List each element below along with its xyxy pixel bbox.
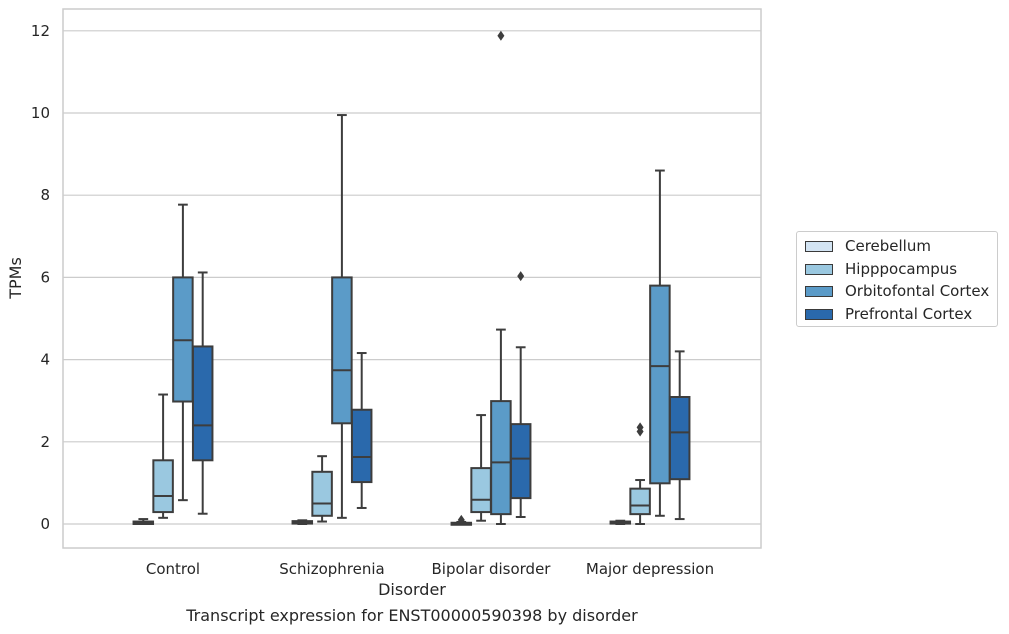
- box-3-3: [668, 350, 691, 521]
- iqr-box: [350, 408, 373, 484]
- legend-label-hippocampus: Hipppocampus: [845, 260, 958, 278]
- box-0-2: [450, 514, 473, 526]
- plot-area-frame: [62, 8, 762, 549]
- box-3-0: [191, 271, 214, 515]
- y-tick-label-8: 8: [40, 186, 50, 204]
- y-tick-label-12: 12: [31, 22, 50, 40]
- iqr-box: [490, 400, 512, 516]
- y-tick-label-6: 6: [40, 268, 50, 286]
- legend-swatch-orbitofrontal: [805, 285, 833, 297]
- figure-caption: Transcript expression for ENST0000059039…: [186, 606, 638, 625]
- y-tick-label-2: 2: [40, 433, 50, 451]
- legend-label-prefrontal: Prefrontal Cortex: [845, 305, 973, 323]
- iqr-box: [668, 396, 691, 481]
- box-1-2: [470, 414, 492, 522]
- y-tick-label-4: 4: [40, 351, 50, 369]
- y-tick-label-10: 10: [31, 104, 50, 122]
- outlier-point-0: [457, 514, 465, 525]
- legend-label-orbitofrontal: Orbitofontal Cortex: [845, 282, 990, 300]
- x-tick-label-1: Schizophrenia: [279, 560, 384, 578]
- outlier-point-1: [636, 422, 644, 433]
- box-2-0: [172, 203, 194, 502]
- iqr-box: [470, 467, 492, 514]
- y-axis-ticks: 0 2 4 6 8 10 12: [31, 22, 50, 533]
- x-tick-label-0: Control: [146, 560, 200, 578]
- box-3-1: [350, 352, 373, 509]
- chart-legend: Cerebellum Hipppocampus Orbitofontal Cor…: [796, 231, 998, 327]
- legend-item-prefrontal: Prefrontal Cortex: [805, 304, 972, 324]
- iqr-box: [152, 459, 174, 514]
- legend-item-cerebellum: Cerebellum: [805, 236, 931, 256]
- iqr-box: [649, 284, 671, 485]
- box-1-0: [152, 393, 174, 519]
- y-axis-title: TPMs: [6, 257, 25, 300]
- box-3-2: [509, 271, 532, 519]
- iqr-box: [331, 276, 353, 425]
- box-1-1: [311, 455, 333, 523]
- iqr-box: [191, 345, 214, 462]
- box-0-3: [609, 519, 632, 525]
- legend-swatch-hippocampus: [805, 263, 833, 275]
- legend-label-cerebellum: Cerebellum: [845, 237, 931, 255]
- box-1-3: [629, 422, 651, 525]
- box-plot-series: [132, 30, 691, 526]
- x-tick-label-2: Bipolar disorder: [432, 560, 552, 578]
- legend-swatch-prefrontal: [805, 308, 833, 320]
- box-2-3: [649, 169, 671, 517]
- box-2-1: [331, 114, 353, 519]
- box-0-1: [291, 519, 314, 525]
- x-tick-label-3: Major depression: [586, 560, 714, 578]
- x-axis-title: Disorder: [378, 580, 446, 599]
- legend-item-hippocampus: Hipppocampus: [805, 259, 957, 279]
- legend-swatch-cerebellum: [805, 240, 833, 252]
- iqr-box: [311, 470, 333, 517]
- legend-item-orbitofrontal: Orbitofontal Cortex: [805, 281, 989, 301]
- x-axis-ticks: Control Schizophrenia Bipolar disorder Majo…: [146, 560, 714, 578]
- box-0-0: [132, 518, 155, 525]
- y-tick-label-0: 0: [40, 515, 50, 533]
- iqr-box: [509, 423, 532, 500]
- outlier-point-0: [517, 271, 525, 282]
- outlier-point-0: [497, 30, 505, 41]
- iqr-box: [629, 487, 651, 516]
